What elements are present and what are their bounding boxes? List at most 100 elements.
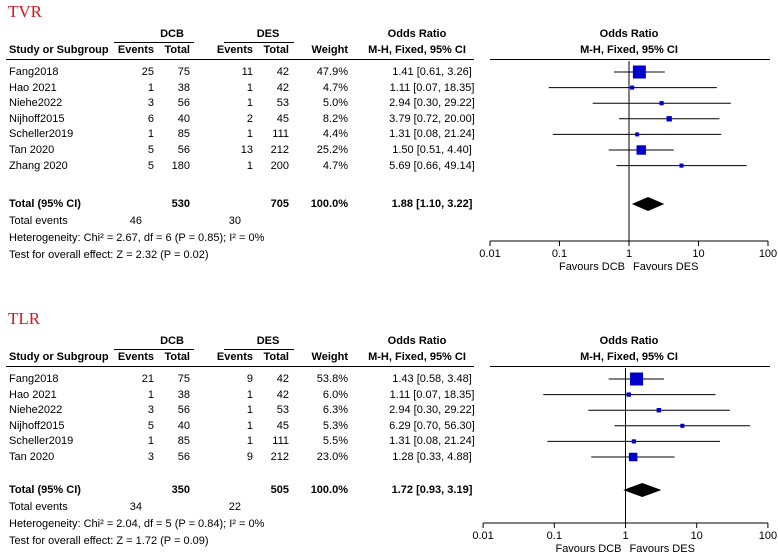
study-events-exp: 3 xyxy=(147,97,154,110)
study-weight: 53.8% xyxy=(316,373,348,385)
study-events-exp: 1 xyxy=(147,388,154,401)
column-header-total-exp: Total xyxy=(164,44,190,56)
study-weight: 23.0% xyxy=(316,451,348,463)
study-events-ctl: 1 xyxy=(246,159,253,172)
column-header-weight: Weight xyxy=(311,44,348,56)
study-total-exp: 180 xyxy=(171,159,190,172)
total-weight: 100.0% xyxy=(310,198,348,210)
favours-left-label: Favours DCB xyxy=(555,543,622,555)
study-ci-text: 1.31 [0.08, 21.24] xyxy=(389,435,475,448)
x-axis-tick-label: 10 xyxy=(692,248,704,260)
study-point-box xyxy=(680,423,685,428)
header-underline-dcb xyxy=(114,42,194,43)
study-events-ctl: 1 xyxy=(246,81,253,94)
column-header-total-exp: Total xyxy=(164,351,190,363)
study-events-exp: 25 xyxy=(141,66,154,78)
total-events-label: Total events xyxy=(9,215,68,227)
header-underline-des xyxy=(224,349,294,350)
study-ci-text: 1.43 [0.58, 3.48] xyxy=(392,373,472,385)
study-name: Fang2018 xyxy=(9,373,59,385)
x-axis-tick-label: 0.01 xyxy=(472,530,493,542)
study-name: Scheller2019 xyxy=(9,128,74,141)
total-events-ctl: 30 xyxy=(228,215,241,227)
column-header-total-ctl: Total xyxy=(263,44,289,56)
study-total-ctl: 42 xyxy=(276,81,289,94)
study-total-exp: 85 xyxy=(177,435,190,448)
study-ci-text: 1.11 [0.07, 18.35] xyxy=(389,81,475,94)
column-header-effect-method: M-H, Fixed, 95% CI xyxy=(368,351,466,363)
study-events-exp: 5 xyxy=(147,419,154,432)
study-total-ctl: 42 xyxy=(276,373,289,385)
study-name: Hao 2021 xyxy=(9,388,57,401)
favours-left-label: Favours DCB xyxy=(558,261,625,273)
study-name: Niehe2022 xyxy=(9,97,63,110)
study-total-ctl: 212 xyxy=(270,144,289,156)
study-ci-text: 1.41 [0.61, 3.26] xyxy=(392,66,472,78)
study-weight: 25.2% xyxy=(316,144,348,156)
study-total-ctl: 42 xyxy=(276,66,289,78)
study-weight: 4.4% xyxy=(322,128,348,141)
study-name: Zhang 2020 xyxy=(9,159,68,172)
study-point-box xyxy=(656,407,662,413)
study-events-exp: 21 xyxy=(141,373,154,385)
study-events-ctl: 9 xyxy=(246,451,253,463)
study-total-ctl: 200 xyxy=(270,159,289,172)
header-underline-plot xyxy=(490,59,770,60)
study-total-exp: 75 xyxy=(177,373,190,385)
study-ci-text: 2.94 [0.30, 29.22] xyxy=(389,97,475,110)
header-underline-table xyxy=(6,59,474,60)
study-total-exp: 85 xyxy=(177,128,190,141)
study-total-ctl: 42 xyxy=(276,388,289,401)
study-events-exp: 3 xyxy=(147,451,154,463)
study-ci-text: 1.28 [0.33, 4.88] xyxy=(392,451,472,463)
group-header-experimental: DCB xyxy=(160,335,184,347)
study-name: Tan 2020 xyxy=(9,451,55,463)
study-point-box xyxy=(631,439,636,444)
study-events-exp: 1 xyxy=(147,81,154,94)
study-events-ctl: 1 xyxy=(246,419,253,432)
study-ci-text: 1.11 [0.07, 18.35] xyxy=(389,388,475,401)
study-total-ctl: 212 xyxy=(270,451,289,463)
study-point-box xyxy=(628,452,638,462)
study-point-box xyxy=(636,145,646,155)
study-events-exp: 1 xyxy=(147,435,154,448)
overall-effect-text: Test for overall effect: Z = 1.72 (P = 0… xyxy=(9,535,209,547)
plot-header-method: M-H, Fixed, 95% CI xyxy=(580,44,678,56)
study-events-ctl: 1 xyxy=(246,435,253,448)
study-total-exp: 38 xyxy=(177,388,190,401)
x-axis-tick-label: 1 xyxy=(622,530,628,542)
study-total-ctl: 45 xyxy=(276,419,289,432)
favours-right-label: Favours DES xyxy=(629,543,695,555)
study-events-ctl: 1 xyxy=(246,388,253,401)
panel-label-0: TVR xyxy=(8,2,42,21)
study-ci-text: 2.94 [0.30, 29.22] xyxy=(389,404,475,417)
study-name: Niehe2022 xyxy=(9,404,63,417)
x-axis-tick-label: 0.01 xyxy=(479,248,500,260)
study-weight: 47.9% xyxy=(316,66,348,78)
study-name: Hao 2021 xyxy=(9,81,57,94)
plot-header-title: Odds Ratio xyxy=(599,28,659,40)
study-name: Tan 2020 xyxy=(9,144,55,156)
study-total-ctl: 111 xyxy=(272,128,289,141)
study-events-exp: 6 xyxy=(147,112,154,125)
column-header-total-ctl: Total xyxy=(263,351,289,363)
pooled-effect-diamond xyxy=(631,197,665,211)
total-label: Total (95% CI) xyxy=(9,484,81,496)
plot-header-method: M-H, Fixed, 95% CI xyxy=(580,351,678,363)
study-events-ctl: 9 xyxy=(246,373,253,385)
total-events-label: Total events xyxy=(9,501,68,513)
total-ci-text: 1.88 [1.10, 3.22] xyxy=(391,198,473,210)
study-name: Nijhoff2015 xyxy=(9,419,65,432)
heterogeneity-text: Heterogeneity: Chi² = 2.67, df = 6 (P = … xyxy=(9,232,265,244)
study-point-box xyxy=(630,372,644,386)
study-total-exp: 56 xyxy=(177,451,190,463)
group-header-control: DES xyxy=(256,335,280,347)
effect-header-title: Odds Ratio xyxy=(387,335,447,347)
column-header-effect-method: M-H, Fixed, 95% CI xyxy=(368,44,466,56)
pooled-effect-diamond xyxy=(623,483,662,497)
study-events-ctl: 1 xyxy=(246,128,253,141)
study-point-box xyxy=(635,132,640,137)
study-weight: 4.7% xyxy=(322,159,348,172)
study-weight: 5.5% xyxy=(322,435,348,448)
column-header-events-ctl: Events xyxy=(216,351,253,363)
